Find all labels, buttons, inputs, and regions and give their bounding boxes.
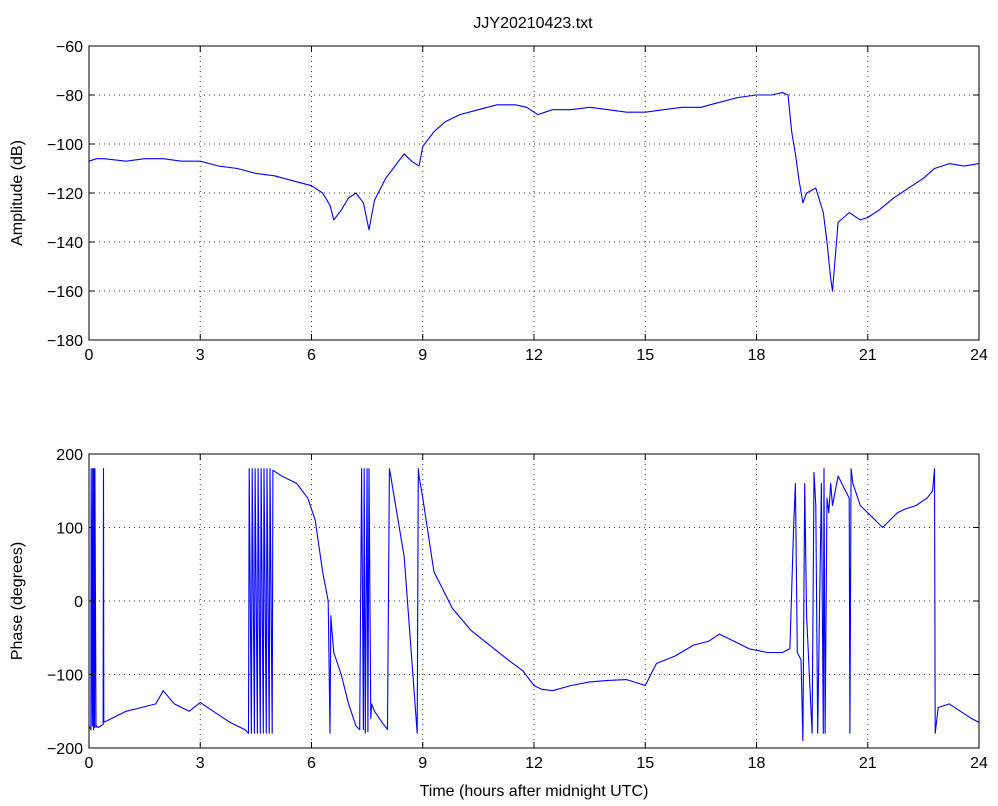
amplitude-ytick-label-5: −80 <box>56 88 83 105</box>
amplitude-xtick-label-8: 24 <box>970 347 988 364</box>
phase-xlabel: Time (hours after midnight UTC) <box>420 783 649 800</box>
amplitude-xtick-label-4: 12 <box>525 347 543 364</box>
phase-xtick-label-5: 15 <box>636 755 654 772</box>
phase-xtick-label-2: 6 <box>307 755 316 772</box>
amplitude-xtick-label-1: 3 <box>196 347 205 364</box>
phase-panel: 0 3 6 9 12 15 18 21 24 −200 −100 0 100 200 Phase (degr… <box>9 447 988 800</box>
amplitude-xtick-label-5: 15 <box>636 347 654 364</box>
amplitude-xtick-label-0: 0 <box>85 347 94 364</box>
phase-ytick-label-2: 0 <box>74 594 83 611</box>
phase-xtick-label-0: 0 <box>85 755 94 772</box>
phase-xtick-label-7: 21 <box>859 755 877 772</box>
amplitude-series-line-0 <box>89 92 979 292</box>
amplitude-ylabel: Amplitude (dB) <box>9 140 26 246</box>
amplitude-xtick-label-2: 6 <box>307 347 316 364</box>
chart-title: JJY20210423.txt <box>473 15 593 32</box>
amplitude-ytick-label-4: −100 <box>47 137 83 154</box>
phase-xtick-label-1: 3 <box>196 755 205 772</box>
amplitude-xtick-label-7: 21 <box>859 347 877 364</box>
phase-ytick-label-4: 200 <box>56 447 83 464</box>
amplitude-xtick-label-6: 18 <box>748 347 766 364</box>
amplitude-panel: 0 3 6 9 12 15 18 21 24 −180 −160 −140 −120 −100 −80 −60… <box>9 39 988 364</box>
amplitude-ytick-label-0: −180 <box>47 333 83 350</box>
amplitude-ytick-label-2: −140 <box>47 235 83 252</box>
amplitude-ytick-label-3: −120 <box>47 186 83 203</box>
amplitude-ytick-label-6: −60 <box>56 39 83 56</box>
phase-ytick-label-0: −200 <box>47 741 83 758</box>
phase-xtick-label-8: 24 <box>970 755 988 772</box>
phase-ytick-label-3: 100 <box>56 521 83 538</box>
phase-ytick-label-1: −100 <box>47 668 83 685</box>
phase-xtick-label-4: 12 <box>525 755 543 772</box>
amplitude-xtick-label-3: 9 <box>418 347 427 364</box>
phase-xtick-label-3: 9 <box>418 755 427 772</box>
amplitude-ytick-label-1: −160 <box>47 284 83 301</box>
phase-ylabel: Phase (degrees) <box>9 542 26 660</box>
phase-xtick-label-6: 18 <box>748 755 766 772</box>
phase-series-line-0 <box>89 468 979 742</box>
